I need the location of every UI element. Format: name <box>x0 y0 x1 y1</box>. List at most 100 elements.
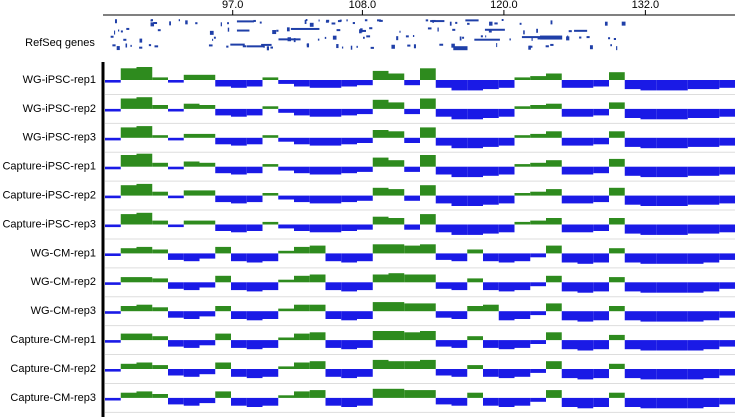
signal-bar <box>357 397 373 406</box>
signal-bar <box>199 282 216 288</box>
signal-bar <box>593 253 609 263</box>
gene <box>304 19 307 24</box>
gene <box>139 38 143 43</box>
signal-bar <box>609 131 625 138</box>
signal-bar <box>451 253 468 262</box>
signal-bar <box>451 369 468 377</box>
gene <box>185 20 188 25</box>
gene <box>437 27 439 32</box>
signal-bar <box>341 397 357 407</box>
signal-bar <box>656 311 672 322</box>
gene <box>589 45 593 50</box>
signal-bar <box>451 340 468 348</box>
signal-bar <box>152 336 168 341</box>
gene <box>259 21 262 24</box>
signal-bar <box>561 224 578 233</box>
x-tick-label: 108.0 <box>349 0 377 11</box>
signal-bar <box>278 279 294 283</box>
signal-bar <box>136 304 153 312</box>
track-label: Capture-iPSC-rep2 <box>2 190 96 202</box>
signal-bar <box>278 137 294 142</box>
signal-bar <box>561 166 578 175</box>
signal-bar <box>577 397 594 409</box>
signal-bar <box>514 77 531 80</box>
signal-bar <box>593 282 609 292</box>
signal-bar <box>294 275 310 283</box>
signal-bar <box>262 340 279 348</box>
signal-bar <box>325 397 342 406</box>
signal-bar <box>719 224 735 233</box>
signal-bar <box>624 108 641 118</box>
signal-bar <box>498 224 515 233</box>
signal-bar <box>136 362 153 369</box>
gene <box>336 29 341 32</box>
gene <box>453 46 468 51</box>
signal-bar <box>404 303 420 312</box>
signal-bar <box>640 340 657 351</box>
signal-bar <box>577 311 594 322</box>
signal-bar <box>467 137 483 149</box>
signal-bar <box>703 397 720 407</box>
signal-bar <box>168 137 184 141</box>
signal-bar <box>561 137 578 146</box>
gene <box>485 35 487 38</box>
signal-bar <box>262 164 279 167</box>
signal-bar <box>294 246 310 254</box>
gene <box>608 37 611 40</box>
gene <box>364 19 368 22</box>
gene <box>208 44 213 47</box>
signal-bar <box>199 397 216 404</box>
gene <box>391 44 395 49</box>
signal-bar <box>530 162 546 167</box>
signal-bar <box>451 166 468 178</box>
signal-bar <box>498 340 515 350</box>
gene <box>118 29 120 32</box>
signal-bar <box>357 253 373 262</box>
signal-bar <box>609 334 625 341</box>
signal-bar <box>183 220 200 225</box>
signal-bar <box>168 397 184 405</box>
signal-bar <box>388 189 405 196</box>
signal-bar <box>546 73 562 80</box>
signal-bar <box>168 340 184 347</box>
signal-bar <box>372 359 389 369</box>
signal-bar <box>341 311 357 321</box>
signal-bar <box>120 98 137 109</box>
signal-bar <box>703 137 720 147</box>
signal-bar <box>404 224 420 230</box>
signal-bar <box>687 282 704 293</box>
gene <box>496 43 498 48</box>
signal-bar <box>152 191 168 196</box>
signal-bar <box>388 102 405 109</box>
signal-bar <box>687 224 704 234</box>
signal-bar <box>341 80 357 87</box>
signal-bar <box>136 391 153 398</box>
signal-bar <box>341 224 357 231</box>
signal-bar <box>309 195 326 204</box>
signal-bar <box>372 130 389 138</box>
signal-bar <box>624 80 641 90</box>
signal-bar <box>105 166 121 170</box>
signal-bar <box>624 369 641 379</box>
signal-bar <box>577 224 594 233</box>
signal-bar <box>451 108 468 120</box>
signal-bar <box>624 166 641 176</box>
signal-bar <box>105 369 121 372</box>
signal-bar <box>593 397 609 407</box>
gene-track-label: RefSeq genes <box>25 37 95 49</box>
signal-bar <box>546 160 562 167</box>
signal-bar <box>215 246 231 254</box>
signal-bar <box>483 397 499 406</box>
gene <box>114 30 116 35</box>
signal-bar <box>136 246 153 254</box>
signal-bar <box>404 137 420 143</box>
gene <box>332 35 337 40</box>
signal-bar <box>656 195 672 206</box>
signal-bar <box>719 108 735 117</box>
signal-bar <box>624 340 641 350</box>
signal-bar <box>246 195 263 203</box>
signal-bar <box>341 340 357 350</box>
signal-bar <box>183 103 200 109</box>
signal-bar <box>231 224 247 233</box>
signal-bar <box>120 363 137 369</box>
